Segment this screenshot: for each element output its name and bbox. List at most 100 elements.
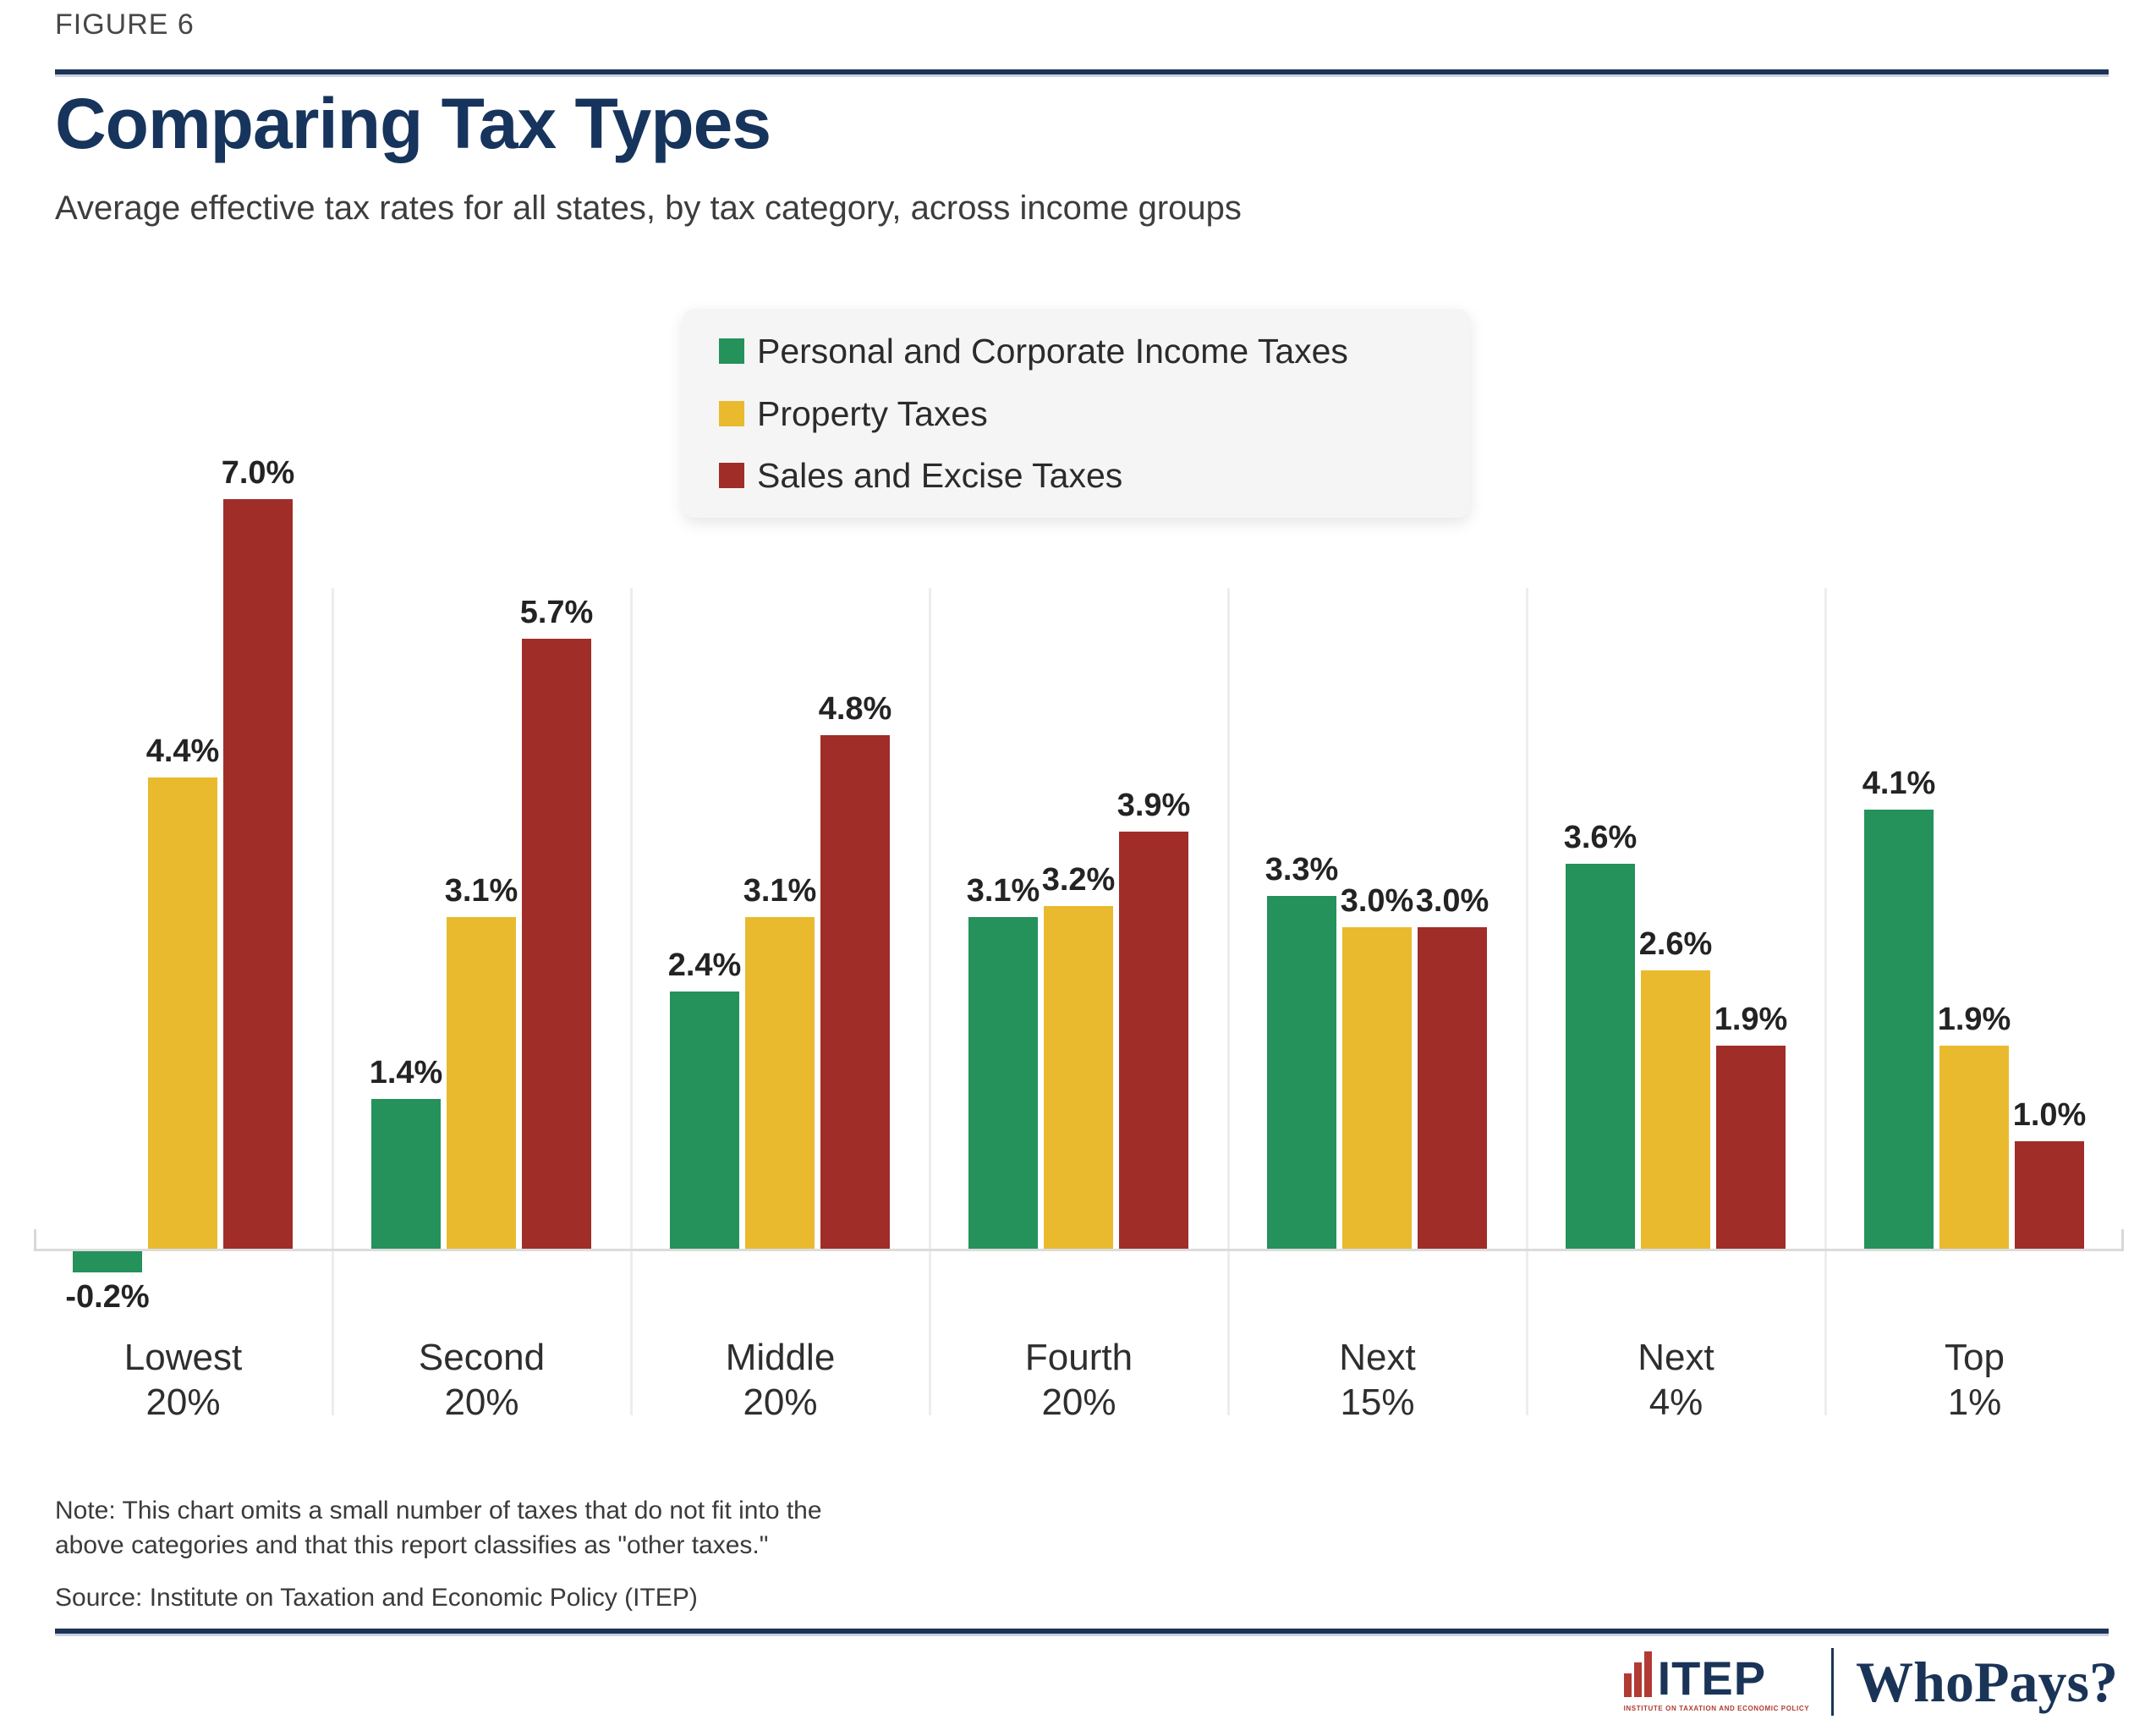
figure-label: FIGURE 6 — [55, 8, 195, 41]
bar-value-label: 3.1% — [743, 873, 817, 909]
legend-item-label: Property Taxes — [757, 393, 988, 433]
footer-logos: ITEP INSTITUTE ON TAXATION AND ECONOMIC … — [1623, 1648, 2118, 1716]
legend: Personal and Corporate Income Taxes Prope… — [683, 309, 1470, 518]
group-separator — [332, 588, 334, 1415]
bar-value-label: 5.7% — [519, 595, 594, 630]
bar — [745, 917, 815, 1249]
category-label-line: 15% — [1340, 1382, 1415, 1423]
category-label-line: Middle — [725, 1337, 836, 1378]
category-label: Middle 20% — [631, 1335, 930, 1425]
bar — [522, 639, 591, 1249]
footer-divider — [1831, 1648, 1835, 1716]
category-label-line: 1% — [1947, 1382, 2002, 1423]
legend-swatch-icon — [719, 338, 744, 364]
bar — [1342, 927, 1412, 1249]
bar-value-label: 1.9% — [1937, 1002, 2011, 1037]
bar-value-label: 1.0% — [2012, 1097, 2087, 1133]
itep-caption: INSTITUTE ON TAXATION AND ECONOMIC POLIC… — [1623, 1705, 1810, 1712]
group-separator — [1526, 588, 1528, 1415]
category-label: Fourth 20% — [930, 1335, 1228, 1425]
legend-item: Personal and Corporate Income Taxes — [719, 331, 1470, 371]
category-label-line: Top — [1945, 1337, 2005, 1378]
legend-swatch-icon — [719, 400, 744, 426]
bar-value-label: 3.0% — [1415, 883, 1489, 919]
bar-value-label: 2.6% — [1638, 926, 1713, 962]
page-subtitle: Average effective tax rates for all stat… — [55, 190, 1242, 227]
legend-swatch-icon — [719, 463, 744, 488]
bar — [447, 917, 516, 1249]
category-label: Second 20% — [332, 1335, 631, 1425]
itep-bar-icon — [1633, 1662, 1642, 1697]
legend-item: Property Taxes — [719, 393, 1470, 434]
bar — [223, 499, 293, 1249]
category-label-line: 20% — [1041, 1382, 1116, 1423]
group-separator — [630, 588, 633, 1415]
whopays-wordmark: WhoPays? — [1856, 1649, 2118, 1714]
category-label: Top 1% — [1825, 1335, 2124, 1425]
category-label: Next 4% — [1527, 1335, 1825, 1425]
category-label-line: 4% — [1649, 1382, 1703, 1423]
category-label-line: 20% — [145, 1382, 221, 1423]
bar — [1939, 1046, 2009, 1249]
bar-value-label: 3.3% — [1265, 852, 1339, 887]
bar — [670, 992, 739, 1249]
group-separator — [929, 588, 931, 1415]
category-label-line: Fourth — [1024, 1337, 1133, 1378]
category-label-line: Lowest — [123, 1337, 243, 1378]
legend-item-label: Personal and Corporate Income Taxes — [757, 332, 1348, 371]
group-separator — [1824, 588, 1827, 1415]
itep-wordmark: ITEP — [1657, 1651, 1767, 1705]
chart-note: Note: This chart omits a small number of… — [55, 1493, 822, 1563]
legend-item-label: Sales and Excise Taxes — [757, 456, 1123, 495]
itep-bar-chart-icon — [1623, 1651, 1652, 1700]
bar-value-label: 4.4% — [145, 733, 220, 769]
bar — [1641, 970, 1710, 1249]
bar-value-label: 3.1% — [444, 873, 518, 909]
bar-value-label: 3.1% — [966, 873, 1040, 909]
bar-value-label: 1.4% — [369, 1055, 443, 1090]
chart-note-line: Note: This chart omits a small number of… — [55, 1497, 822, 1524]
bar-value-label: 4.8% — [818, 691, 892, 727]
bar-value-label: 3.9% — [1116, 788, 1191, 823]
category-label-line: Second — [418, 1337, 546, 1378]
footer-rule — [55, 1629, 2109, 1636]
bar — [1566, 864, 1635, 1249]
axis-end-tick — [34, 1229, 36, 1251]
bar — [1044, 906, 1113, 1249]
category-label: Next 15% — [1228, 1335, 1527, 1425]
chart-source: Source: Institute on Taxation and Econom… — [55, 1584, 698, 1612]
category-label-line: Next — [1339, 1337, 1416, 1378]
bar — [2015, 1141, 2084, 1249]
category-label: Lowest 20% — [34, 1335, 332, 1425]
bar — [371, 1099, 441, 1249]
bar-value-label: 2.4% — [667, 948, 742, 983]
bar — [1119, 832, 1188, 1249]
category-label-line: 20% — [444, 1382, 519, 1423]
bar — [1267, 896, 1336, 1249]
itep-bar-icon — [1643, 1651, 1652, 1697]
bar — [148, 777, 217, 1249]
bar-value-label: 3.0% — [1340, 883, 1414, 919]
bar — [820, 735, 890, 1249]
bar-value-label: 7.0% — [221, 455, 295, 491]
axis-baseline — [34, 1249, 2124, 1251]
itep-bar-icon — [1623, 1673, 1632, 1697]
legend-item: Sales and Excise Taxes — [719, 455, 1470, 496]
bar-value-label: 3.2% — [1041, 862, 1116, 898]
chart-note-line: above categories and that this report cl… — [55, 1531, 769, 1559]
bar — [1418, 927, 1487, 1249]
bar-value-label: 3.6% — [1563, 820, 1638, 855]
axis-end-tick — [2121, 1229, 2124, 1251]
bar — [1716, 1046, 1786, 1249]
itep-logo: ITEP INSTITUTE ON TAXATION AND ECONOMIC … — [1623, 1651, 1810, 1712]
bar-value-label: -0.2% — [65, 1279, 150, 1315]
page-title: Comparing Tax Types — [55, 84, 771, 163]
bar-value-label: 4.1% — [1862, 766, 1936, 801]
bar — [1864, 810, 1934, 1249]
category-label-line: 20% — [743, 1382, 818, 1423]
bar-value-label: 1.9% — [1714, 1002, 1788, 1037]
bar — [968, 917, 1038, 1249]
category-label-line: Next — [1638, 1337, 1714, 1378]
